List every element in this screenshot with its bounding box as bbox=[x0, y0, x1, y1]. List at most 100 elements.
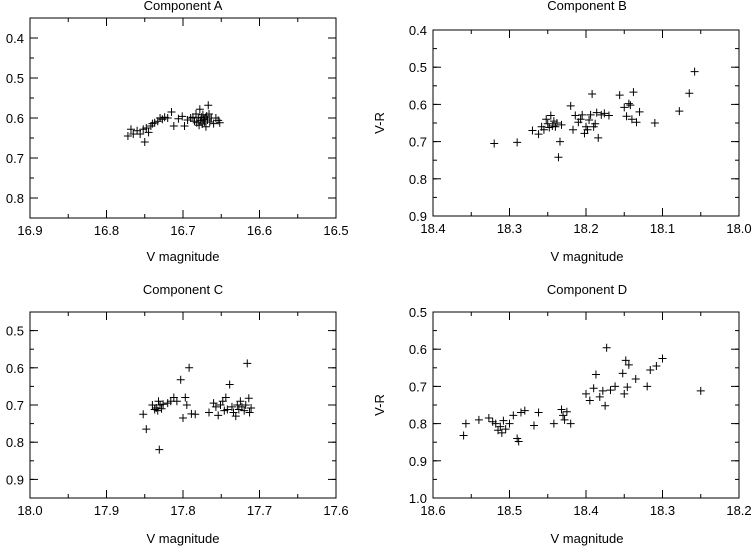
y-tick-label: 0.5 bbox=[409, 60, 427, 75]
y-tick-label: 0.5 bbox=[6, 324, 24, 339]
data-point bbox=[241, 401, 250, 409]
data-point bbox=[576, 115, 585, 124]
data-point bbox=[623, 383, 632, 392]
data-point bbox=[201, 122, 210, 131]
data-point bbox=[543, 119, 552, 128]
data-point bbox=[696, 386, 705, 395]
data-point bbox=[557, 120, 566, 129]
y-tick-label: 0.7 bbox=[409, 135, 427, 150]
data-point bbox=[172, 397, 181, 406]
data-point bbox=[620, 103, 629, 112]
x-tick-label: 18.4 bbox=[420, 221, 445, 236]
data-point bbox=[598, 386, 607, 395]
data-point bbox=[216, 401, 225, 409]
data-point bbox=[591, 119, 600, 128]
data-point bbox=[459, 431, 468, 440]
data-point bbox=[578, 110, 587, 119]
data-point bbox=[650, 119, 659, 127]
data-point bbox=[240, 406, 249, 415]
data-point bbox=[529, 421, 538, 430]
x-tick-label: 18.1 bbox=[650, 221, 675, 236]
data-point bbox=[601, 401, 610, 410]
data-point bbox=[158, 115, 167, 124]
x-tick-label: 16.9 bbox=[17, 223, 42, 238]
y-tick-label: 0.5 bbox=[6, 71, 24, 86]
y-tick-label: 0.6 bbox=[409, 342, 427, 357]
data-point bbox=[129, 130, 138, 138]
x-tick-label: 18.0 bbox=[17, 503, 42, 518]
x-tick-label: 18.3 bbox=[497, 221, 522, 236]
data-points bbox=[459, 343, 705, 446]
data-point bbox=[153, 406, 162, 415]
x-tick-label: 18.5 bbox=[497, 503, 522, 518]
data-point bbox=[243, 359, 252, 368]
data-point bbox=[191, 410, 200, 419]
data-point bbox=[591, 370, 600, 379]
data-point bbox=[566, 101, 575, 110]
data-point bbox=[534, 130, 543, 139]
data-point bbox=[690, 67, 699, 76]
data-point bbox=[223, 405, 232, 414]
data-point bbox=[622, 112, 631, 121]
data-point bbox=[542, 115, 551, 124]
panel-component-c: Component C 18.0 17.9 17.8 17.7 17.6 0.50.60… bbox=[6, 282, 349, 546]
data-points bbox=[490, 67, 699, 162]
data-point bbox=[209, 399, 218, 408]
data-point bbox=[142, 124, 151, 132]
data-point bbox=[491, 419, 500, 428]
data-point bbox=[509, 411, 518, 420]
data-point bbox=[181, 393, 190, 402]
data-point bbox=[551, 122, 560, 131]
data-point bbox=[247, 403, 256, 412]
data-point bbox=[629, 88, 638, 97]
x-tick-label: 18.2 bbox=[726, 503, 751, 518]
data-point bbox=[496, 422, 505, 431]
data-point bbox=[182, 401, 191, 409]
data-point bbox=[534, 408, 543, 417]
y-tick-labels: 0.4 0.5 0.6 0.7 0.8 0.9 bbox=[409, 23, 427, 224]
data-point bbox=[627, 115, 636, 124]
y-tick-label: 0.8 bbox=[409, 417, 427, 432]
data-point bbox=[474, 415, 483, 424]
y-tick-labels: 0.4 0.5 0.6 0.7 0.8 bbox=[6, 31, 24, 206]
data-point bbox=[205, 118, 214, 126]
data-point bbox=[505, 419, 514, 428]
data-point bbox=[155, 445, 164, 454]
data-point bbox=[652, 361, 661, 370]
data-point bbox=[624, 360, 633, 369]
data-point bbox=[154, 397, 163, 406]
data-point bbox=[513, 138, 522, 147]
data-point bbox=[139, 410, 148, 419]
data-point bbox=[606, 386, 615, 395]
data-point bbox=[592, 108, 601, 117]
data-points bbox=[123, 101, 224, 146]
chart-title: Component C bbox=[143, 282, 223, 297]
data-point bbox=[169, 122, 178, 130]
plot-frame bbox=[29, 17, 337, 219]
data-point bbox=[123, 132, 132, 140]
data-point bbox=[658, 354, 667, 363]
data-point bbox=[227, 402, 236, 411]
y-tick-label: 0.6 bbox=[409, 97, 427, 112]
x-tick-label: 17.9 bbox=[94, 503, 119, 518]
x-tick-label: 18.0 bbox=[726, 221, 751, 236]
x-tick-label: 16.7 bbox=[170, 223, 195, 238]
y-tick-label: 0.7 bbox=[6, 151, 24, 166]
data-point bbox=[552, 119, 561, 127]
y-tick-label: 0.8 bbox=[6, 191, 24, 206]
x-tick-label: 17.6 bbox=[323, 503, 348, 518]
data-point bbox=[140, 138, 149, 146]
panel-component-d: Component D 18.6 18.5 18.4 18.3 18.2 0.50.60… bbox=[372, 282, 752, 546]
x-tick-label: 17.7 bbox=[247, 503, 272, 518]
x-tick-label: 18.6 bbox=[420, 503, 445, 518]
y-tick-label: 0.4 bbox=[6, 31, 24, 46]
data-point bbox=[142, 425, 151, 434]
data-point bbox=[632, 118, 641, 127]
data-point bbox=[211, 402, 220, 411]
x-tick-labels: 16.9 16.8 16.7 16.6 16.5 bbox=[17, 223, 348, 238]
data-point bbox=[585, 116, 594, 125]
y-tick-label: 0.8 bbox=[6, 435, 24, 450]
x-tick-label: 18.3 bbox=[650, 503, 675, 518]
data-point bbox=[490, 139, 499, 148]
data-point bbox=[236, 397, 245, 406]
